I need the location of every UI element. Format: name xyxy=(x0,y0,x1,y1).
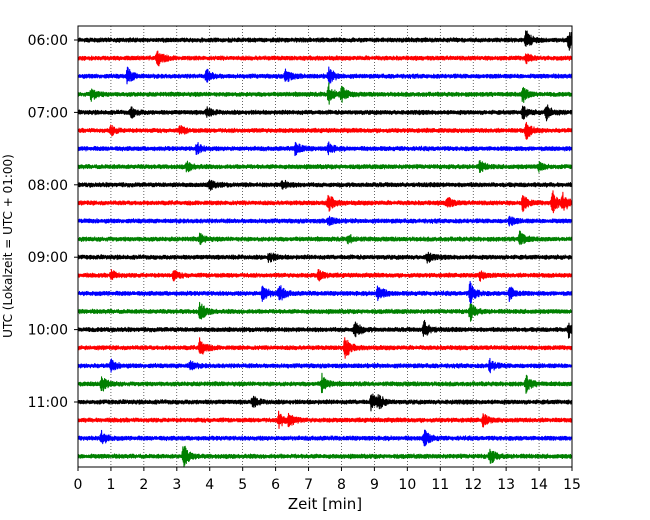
trace-line xyxy=(77,445,573,468)
y-axis-ticks: 06:00 07:00 08:00 09:00 10:00 11:00 xyxy=(28,33,78,411)
trace-line xyxy=(77,269,573,282)
x-tick-label: 15 xyxy=(563,477,581,493)
y-axis-label: UTC (Lokalzeit = UTC + 01:00) xyxy=(1,154,15,338)
trace-line xyxy=(77,215,573,227)
x-tick-label: 2 xyxy=(139,477,148,493)
y-tick-label: 09:00 xyxy=(28,250,68,266)
x-tick-label: 10 xyxy=(398,477,416,493)
x-tick-label: 13 xyxy=(497,477,515,493)
trace-lines xyxy=(77,30,573,468)
trace-line xyxy=(77,50,573,67)
y-tick-label: 08:00 xyxy=(28,178,68,194)
trace-line xyxy=(77,141,573,157)
x-tick-label: 6 xyxy=(271,477,280,493)
x-tick-label: 0 xyxy=(74,477,83,493)
x-tick-label: 1 xyxy=(106,477,115,493)
trace-line xyxy=(77,357,573,374)
x-tick-label: 8 xyxy=(337,477,346,493)
y-tick-label: 07:00 xyxy=(28,105,68,121)
trace-line xyxy=(77,393,573,412)
x-tick-label: 12 xyxy=(464,477,482,493)
x-tick-label: 4 xyxy=(205,477,214,493)
trace-line xyxy=(77,251,573,264)
x-axis-label: Zeit [min] xyxy=(288,495,362,513)
trace-line xyxy=(77,410,573,430)
trace-line xyxy=(77,429,573,447)
y-tick-label: 10:00 xyxy=(28,323,68,339)
trace-line xyxy=(77,104,573,122)
trace-line xyxy=(77,190,573,214)
x-tick-label: 11 xyxy=(431,477,449,493)
trace-line xyxy=(77,301,573,322)
plot-frame xyxy=(77,25,573,468)
x-tick-label: 9 xyxy=(370,477,379,493)
trace-line xyxy=(77,121,573,140)
x-tick-label: 7 xyxy=(304,477,313,493)
x-axis-ticks: 0 1 2 3 4 5 6 7 8 9 10 11 12 13 14 15 xyxy=(74,467,581,493)
trace-line xyxy=(77,230,573,246)
trace-line xyxy=(77,30,573,51)
x-tick-label: 3 xyxy=(172,477,181,493)
trace-line xyxy=(77,82,573,105)
trace-line xyxy=(77,66,573,85)
trace-line xyxy=(77,319,573,339)
trace-line xyxy=(77,337,573,359)
x-tick-label: 5 xyxy=(238,477,247,493)
y-tick-label: 06:00 xyxy=(28,33,68,49)
x-tick-label: 14 xyxy=(530,477,548,493)
trace-line xyxy=(77,179,573,191)
trace-line xyxy=(77,160,573,174)
y-tick-label: 11:00 xyxy=(28,395,68,411)
trace-line xyxy=(77,280,573,305)
trace-line xyxy=(77,372,573,394)
